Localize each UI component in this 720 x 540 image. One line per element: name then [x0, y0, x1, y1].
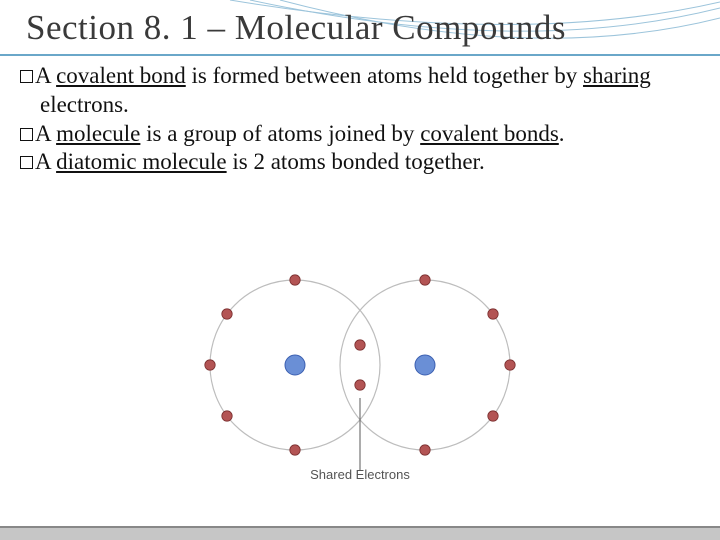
diagram-svg — [180, 270, 540, 480]
text: A — [35, 149, 56, 174]
bullet-1: A covalent bond is formed between atoms … — [20, 62, 690, 120]
bullet-box-icon — [20, 70, 33, 83]
bullet-box-icon — [20, 156, 33, 169]
text: is a group of atoms joined by — [140, 121, 420, 146]
diagram-caption: Shared Electrons — [180, 467, 540, 482]
text: . — [559, 121, 565, 146]
slide: Section 8. 1 – Molecular Compounds A cov… — [0, 0, 720, 540]
bullet-3: A diatomic molecule is 2 atoms bonded to… — [20, 148, 690, 177]
underlined-term: covalent bond — [56, 63, 186, 88]
text: is formed between atoms held together by — [186, 63, 583, 88]
text: A — [35, 121, 56, 146]
underlined-term: covalent bonds — [420, 121, 559, 146]
bottom-decorative-bar — [0, 526, 720, 540]
text: electrons. — [40, 92, 129, 117]
slide-title: Section 8. 1 – Molecular Compounds — [26, 8, 694, 48]
underlined-term: sharing — [583, 63, 651, 88]
text: A — [35, 63, 56, 88]
underlined-term: diatomic molecule — [56, 149, 227, 174]
text: is 2 atoms bonded together. — [227, 149, 485, 174]
molecule-diagram: Shared Electrons — [180, 270, 540, 500]
underlined-term: molecule — [56, 121, 140, 146]
body-text: A covalent bond is formed between atoms … — [20, 62, 690, 177]
bullet-box-icon — [20, 128, 33, 141]
title-underline — [0, 54, 720, 56]
bullet-2: A molecule is a group of atoms joined by… — [20, 120, 690, 149]
